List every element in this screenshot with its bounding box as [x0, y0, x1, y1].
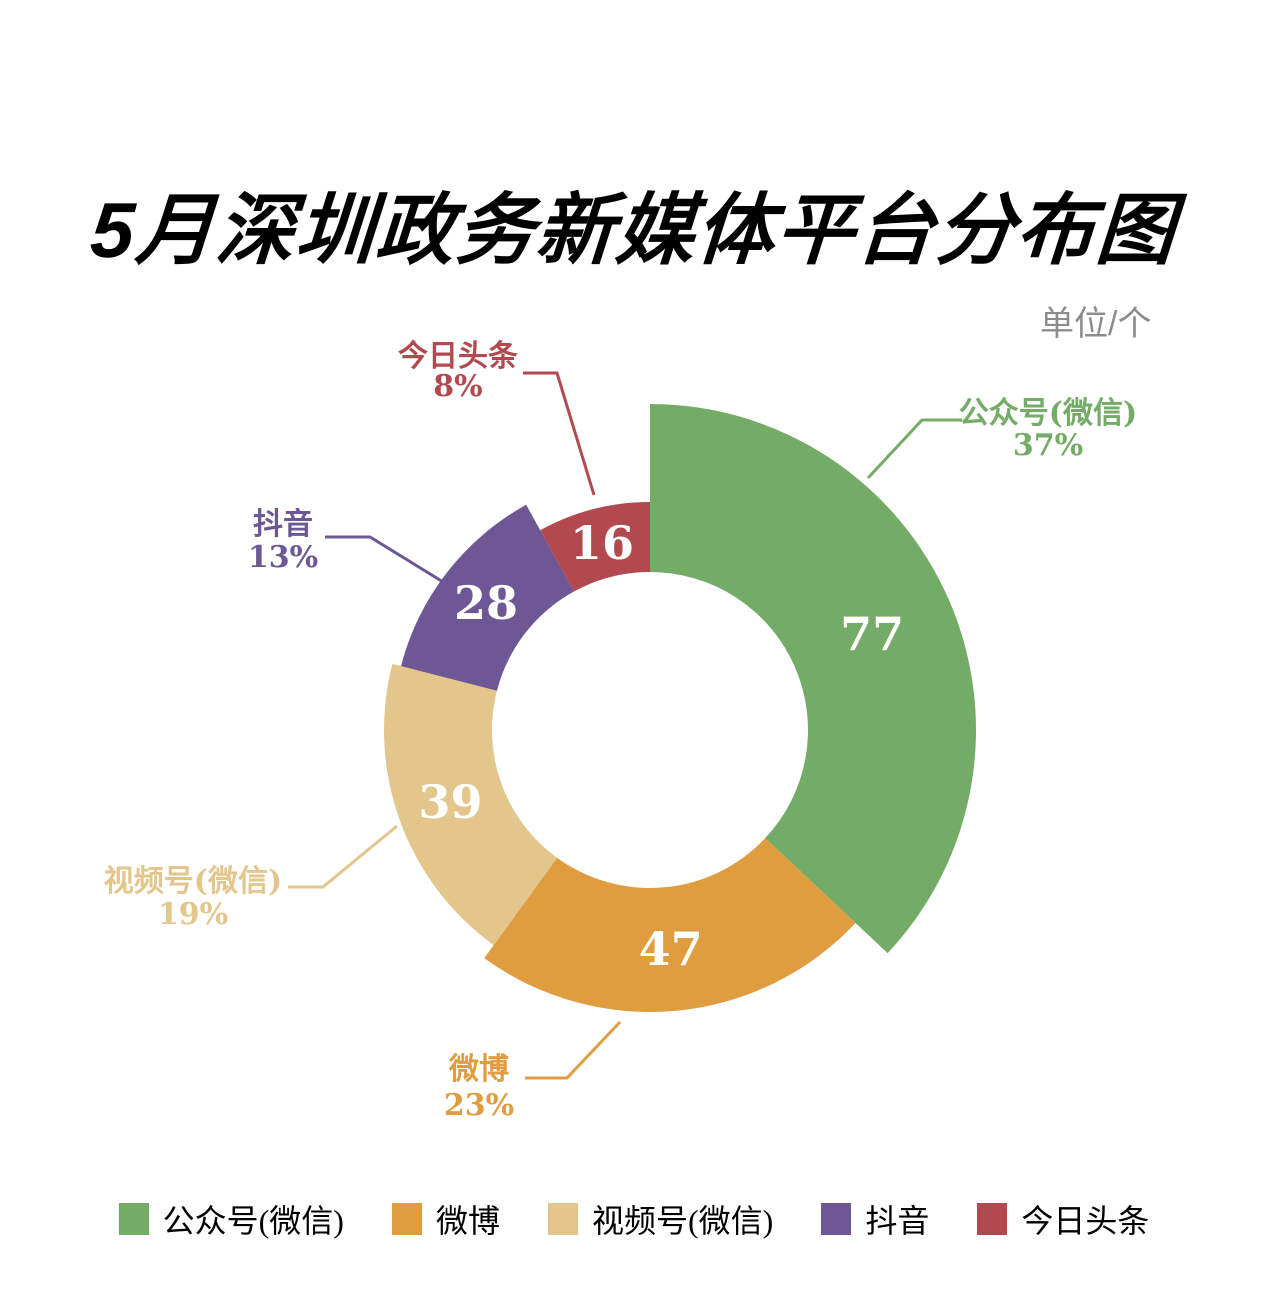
legend-item-label: 抖音 [865, 1203, 930, 1239]
category-label: 公众号(微信) [959, 396, 1137, 431]
legend-swatch-icon [118, 1203, 149, 1235]
slice-value-label: 28 [454, 576, 518, 630]
slice-value-label: 77 [840, 607, 904, 661]
category-label: 微博 [448, 1052, 509, 1087]
category-percent-label: 23% [444, 1088, 514, 1123]
legend-item-label: 公众号(微信) [162, 1203, 344, 1239]
slice-value-label: 47 [639, 922, 703, 976]
legend-item: 抖音 [821, 1196, 929, 1242]
legend-swatch-icon [547, 1203, 578, 1235]
legend-swatch-icon [977, 1203, 1008, 1235]
category-percent-label: 8% [433, 369, 482, 404]
legend-item-label: 今日头条 [1021, 1203, 1150, 1239]
category-percent-label: 13% [248, 540, 318, 575]
legend-item-label: 视频号(微信) [591, 1203, 774, 1239]
category-label: 抖音 [253, 507, 313, 542]
label-leader-line [325, 535, 449, 587]
category-percent-label: 37% [1013, 428, 1083, 463]
label-leader-line [523, 371, 596, 496]
label-leader-line [525, 1020, 622, 1080]
label-leader-line [866, 418, 962, 480]
unit-label: 单位/个 [1040, 305, 1152, 343]
legend-swatch-icon [821, 1203, 852, 1235]
legend-item: 公众号(微信) [118, 1196, 344, 1242]
legend: 公众号(微信) 微博 视频号(微信) 抖音 今日头条 [0, 1196, 1268, 1242]
legend-swatch-icon [391, 1203, 422, 1235]
category-label: 今日头条 [398, 339, 518, 374]
label-leader-line [288, 824, 398, 889]
category-label: 视频号(微信) [104, 864, 282, 899]
pie-slice-4 [540, 502, 650, 592]
slice-value-label: 16 [570, 516, 634, 570]
pie-slice-1 [484, 838, 856, 1012]
legend-item: 视频号(微信) [547, 1196, 774, 1242]
legend-item-label: 微博 [435, 1203, 500, 1239]
pie-slice-3 [401, 504, 574, 691]
pie-slice-2 [383, 663, 558, 946]
category-percent-label: 19% [158, 897, 228, 932]
legend-item: 今日头条 [977, 1196, 1149, 1242]
slice-value-label: 39 [419, 775, 483, 829]
pie-slice-0 [650, 404, 976, 954]
legend-item: 微博 [391, 1196, 500, 1242]
